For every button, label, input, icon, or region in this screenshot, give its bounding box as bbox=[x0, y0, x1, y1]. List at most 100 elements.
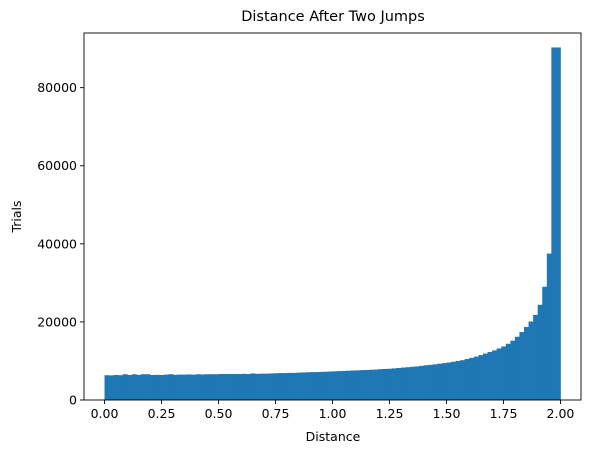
histogram-bar bbox=[305, 372, 311, 400]
x-tick-label: 1.25 bbox=[376, 406, 404, 421]
histogram-bar bbox=[254, 373, 260, 400]
histogram-bar bbox=[250, 373, 256, 400]
histogram-bar bbox=[232, 374, 238, 400]
histogram-bar bbox=[337, 371, 342, 400]
histogram-bar bbox=[437, 363, 443, 400]
histogram-bar bbox=[109, 375, 114, 400]
y-tick-label: 0 bbox=[69, 393, 77, 408]
y-tick-label: 20000 bbox=[37, 314, 77, 329]
histogram-bar bbox=[186, 374, 192, 400]
histogram-bar bbox=[350, 370, 356, 400]
histogram-bar bbox=[309, 372, 315, 400]
histogram-bar bbox=[177, 374, 183, 400]
histogram-bar bbox=[400, 367, 406, 400]
histogram-bar bbox=[195, 374, 201, 400]
histogram-bar bbox=[451, 361, 456, 400]
histogram-bar bbox=[172, 374, 178, 400]
histogram-bar bbox=[314, 372, 320, 400]
histogram-bar bbox=[327, 371, 333, 400]
histogram-bar bbox=[524, 326, 529, 400]
x-axis-label: Distance bbox=[306, 429, 361, 444]
histogram-bar bbox=[410, 366, 415, 400]
histogram-bar bbox=[423, 365, 429, 400]
histogram-bar bbox=[519, 332, 525, 400]
histogram-bar bbox=[510, 340, 516, 400]
y-tick-label: 80000 bbox=[37, 80, 77, 95]
histogram-bar bbox=[501, 346, 507, 400]
histogram-bar bbox=[150, 375, 156, 400]
histogram-bar bbox=[296, 372, 301, 400]
histogram-bar bbox=[505, 343, 511, 400]
histogram-bar bbox=[514, 336, 520, 400]
histogram-bar bbox=[373, 369, 379, 400]
histogram-bar bbox=[537, 304, 543, 400]
histogram-bar bbox=[191, 374, 197, 400]
histogram-bar bbox=[104, 375, 110, 400]
histogram-bar bbox=[496, 348, 502, 400]
histogram-bar bbox=[359, 370, 365, 400]
y-axis-label: Trials bbox=[9, 200, 24, 233]
y-tick-label: 60000 bbox=[37, 158, 77, 173]
histogram-bar bbox=[441, 363, 447, 400]
y-ticks: 0 20000 40000 60000 80000 bbox=[37, 80, 84, 408]
histogram-bar bbox=[218, 374, 224, 400]
histogram-bar bbox=[414, 366, 420, 400]
histogram-bar bbox=[478, 355, 484, 400]
histogram-bar bbox=[318, 371, 324, 400]
bars-group bbox=[104, 47, 561, 400]
histogram-bar bbox=[223, 374, 228, 400]
histogram-bar bbox=[460, 360, 466, 400]
histogram-bar bbox=[113, 375, 119, 400]
histogram-bar bbox=[364, 369, 370, 400]
histogram-bar bbox=[209, 374, 215, 400]
histogram-bar bbox=[464, 359, 470, 400]
histogram-bar bbox=[282, 373, 288, 400]
plot-frame bbox=[83, 32, 582, 401]
histogram-bar bbox=[473, 356, 479, 400]
histogram-bar bbox=[487, 351, 493, 400]
histogram-bar bbox=[492, 350, 497, 400]
histogram-bar bbox=[378, 369, 384, 400]
histogram-bar bbox=[382, 368, 388, 400]
histogram-bar bbox=[387, 368, 393, 400]
histogram-bar bbox=[277, 373, 283, 400]
histogram-bar bbox=[391, 368, 397, 400]
histogram-bar bbox=[200, 374, 206, 400]
x-tick-label: 1.75 bbox=[490, 406, 518, 421]
histogram-bar bbox=[533, 314, 539, 400]
histogram-bar bbox=[286, 372, 292, 400]
x-tick-label: 1.00 bbox=[319, 406, 347, 421]
histogram-bar bbox=[141, 374, 146, 400]
histogram-bar bbox=[469, 357, 475, 400]
x-tick-label: 0.25 bbox=[148, 406, 176, 421]
histogram-bar bbox=[446, 362, 452, 400]
histogram-bar bbox=[291, 372, 297, 400]
histogram-bar bbox=[405, 367, 411, 400]
x-tick-label: 0.00 bbox=[91, 406, 119, 421]
histogram-bar bbox=[555, 47, 561, 400]
histogram-bar bbox=[163, 374, 169, 400]
histogram-bar bbox=[396, 367, 402, 400]
histogram-bar bbox=[355, 370, 361, 400]
histogram-bar bbox=[332, 371, 338, 400]
histogram-bar bbox=[341, 370, 347, 400]
x-tick-label: 0.75 bbox=[262, 406, 290, 421]
histogram-bar bbox=[213, 374, 219, 400]
histogram-bar bbox=[482, 353, 488, 400]
histogram-bar bbox=[131, 374, 137, 400]
histogram-bar bbox=[118, 375, 124, 400]
histogram-bar bbox=[154, 374, 160, 400]
x-tick-label: 0.50 bbox=[205, 406, 233, 421]
histogram-bar bbox=[127, 375, 133, 400]
histogram-bar bbox=[259, 373, 265, 400]
histogram-bar bbox=[432, 364, 438, 400]
histogram-bar bbox=[455, 360, 461, 400]
x-ticks: 0.00 0.25 0.50 0.75 1.00 1.25 1.50 1.75 2.00 bbox=[91, 400, 574, 421]
y-tick-label: 40000 bbox=[37, 236, 77, 251]
histogram-bar bbox=[136, 374, 142, 400]
histogram-bar bbox=[268, 373, 274, 400]
histogram-bar bbox=[159, 375, 165, 400]
histogram-bar bbox=[122, 374, 128, 400]
histogram-bar bbox=[273, 373, 279, 400]
